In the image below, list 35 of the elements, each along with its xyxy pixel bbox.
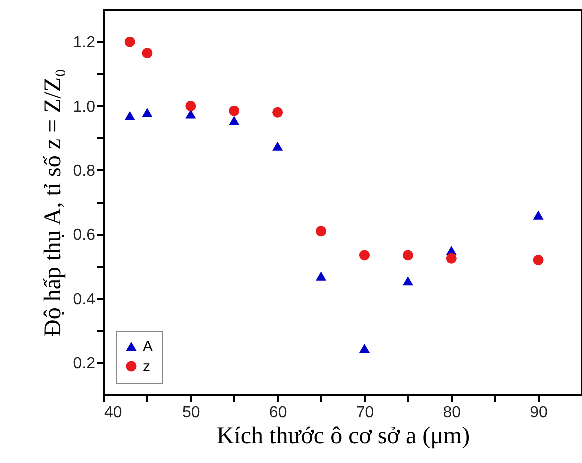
y-tick-label: 0.8: [73, 162, 96, 180]
point: [229, 116, 240, 126]
y-tick-label: 0.4: [73, 291, 96, 308]
point: [359, 250, 370, 261]
point: [316, 226, 327, 237]
point: [446, 253, 457, 264]
point: [402, 250, 414, 261]
x-axis-title: Kích thước ô cơ sở a (μm): [216, 424, 470, 450]
point: [533, 255, 544, 266]
legend-label: A: [143, 338, 154, 356]
point: [124, 111, 136, 120]
point: [272, 107, 284, 118]
x-tick-label: 70: [356, 404, 374, 422]
point: [533, 210, 544, 220]
legend-label: z: [143, 358, 150, 376]
point: [142, 48, 153, 59]
x-tick-label: 50: [182, 404, 200, 422]
point: [229, 106, 240, 116]
point: [402, 276, 414, 286]
y-tick-label: 1.0: [73, 98, 96, 116]
point: [142, 108, 153, 118]
point: [186, 101, 196, 112]
x-tick-label: 60: [269, 404, 288, 422]
x-tick-label: 40: [104, 404, 122, 422]
point: [124, 36, 136, 48]
point: [316, 272, 327, 281]
y-tick-label: 1.2: [73, 34, 96, 52]
point: [186, 110, 196, 119]
point: [359, 344, 370, 354]
y-tick-label: 0.6: [73, 227, 96, 244]
x-tick-label: 90: [530, 404, 548, 422]
point: [272, 142, 284, 151]
y-axis-title: Độ hấp thụ A, tỉ số z = Z/Z₀: [40, 69, 66, 337]
y-tick-label: 0.2: [73, 355, 96, 372]
x-tick-label: 80: [443, 404, 462, 422]
